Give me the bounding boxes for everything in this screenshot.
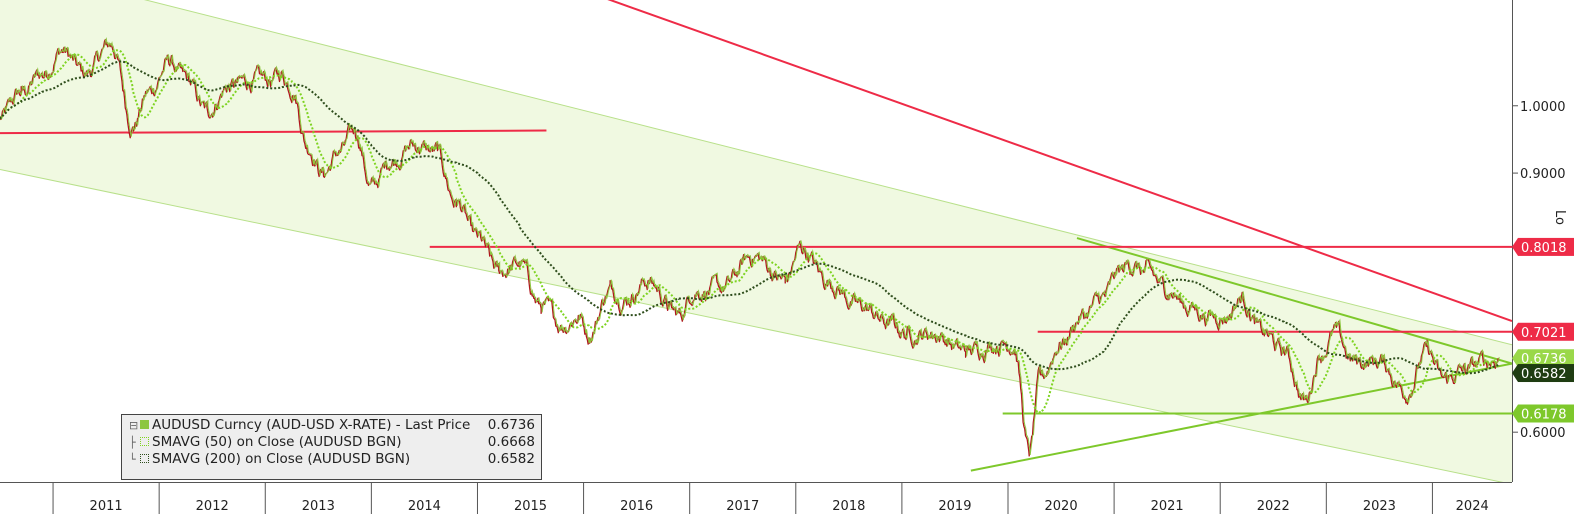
legend-item-price[interactable]: ⊟ AUDUSD Curncy (AUD-USD X-RATE) - Last …: [129, 417, 535, 433]
badge-box: [1518, 404, 1574, 423]
badge-label: 0.6582: [1521, 367, 1567, 382]
trend-line-2: [607, 0, 1512, 322]
badge-label: 0.6736: [1521, 352, 1567, 367]
x-tick-label: 2022: [1257, 499, 1290, 514]
badge-label: 0.7021: [1521, 326, 1567, 341]
badge-pointer: [1512, 322, 1518, 341]
badge-box: [1518, 364, 1574, 383]
x-tick-label: 2023: [1363, 499, 1396, 514]
channel-band: [0, 0, 1512, 482]
legend-label: AUDUSD Curncy (AUD-USD X-RATE) - Last Pr…: [152, 417, 471, 433]
badge-pointer: [1512, 404, 1518, 423]
sma50-series: [0, 49, 1499, 415]
y-tick-label: 1.0000: [1520, 100, 1566, 115]
trend-line-1: [0, 129, 547, 135]
x-tick-label: 2016: [620, 499, 653, 514]
channel-upper-line: [143, 0, 1512, 346]
x-tick-label: 2021: [1151, 499, 1184, 514]
x-tick-label: 2011: [90, 499, 123, 514]
x-tick-label: 2017: [726, 499, 759, 514]
badge-pointer: [1512, 237, 1518, 256]
legend-item-sma50[interactable]: ├ SMAVG (50) on Close (AUDUSD BGN) 0.666…: [129, 434, 535, 450]
legend-label: SMAVG (50) on Close (AUDUSD BGN): [152, 434, 402, 450]
plot-area: [0, 0, 1512, 482]
badge-box: [1518, 322, 1574, 341]
price-badge-0.6582: 0.6582: [1512, 364, 1574, 383]
x-tick-label: 2015: [514, 499, 547, 514]
legend-value: 0.6736: [487, 417, 535, 433]
badge-label: 0.8018: [1521, 241, 1567, 256]
x-tick-label: 2014: [408, 499, 441, 514]
legend-swatch-price: [140, 420, 149, 429]
legend-item-sma200[interactable]: └ SMAVG (200) on Close (AUDUSD BGN) 0.65…: [129, 451, 535, 467]
axis-side-label: Lo: [1552, 210, 1567, 225]
legend-swatch-sma200: [140, 454, 149, 463]
price-badge-0.6736: 0.6736: [1512, 349, 1574, 368]
trend-line-4: [970, 362, 1512, 472]
badge-pointer: [1512, 349, 1518, 368]
badge-box: [1518, 349, 1574, 368]
y-tick-label: 0.6000: [1520, 426, 1566, 441]
legend-label: SMAVG (200) on Close (AUDUSD BGN): [152, 451, 411, 467]
legend-value: 0.6668: [487, 434, 535, 450]
badge-label: 0.6178: [1521, 408, 1567, 423]
price-badge-0.8018: 0.8018: [1512, 237, 1574, 256]
x-tick-label: 2013: [302, 499, 335, 514]
legend-value: 0.6582: [487, 451, 535, 467]
y-tick-label: 0.9000: [1520, 167, 1566, 182]
x-tick-label: 2012: [196, 499, 229, 514]
price-badge-0.7021: 0.7021: [1512, 322, 1574, 341]
chart-legend: ⊟ AUDUSD Curncy (AUD-USD X-RATE) - Last …: [121, 414, 542, 480]
x-tick-label: 2024: [1456, 499, 1489, 514]
legend-swatch-sma50: [140, 437, 149, 446]
x-tick-label: 2020: [1045, 499, 1078, 514]
badge-box: [1518, 237, 1574, 256]
x-tick-label: 2018: [832, 499, 865, 514]
x-tick-label: 2019: [938, 499, 971, 514]
price-badge-0.6178: 0.6178: [1512, 404, 1574, 423]
badge-pointer: [1512, 364, 1518, 383]
channel-lower-line: [0, 169, 1504, 482]
